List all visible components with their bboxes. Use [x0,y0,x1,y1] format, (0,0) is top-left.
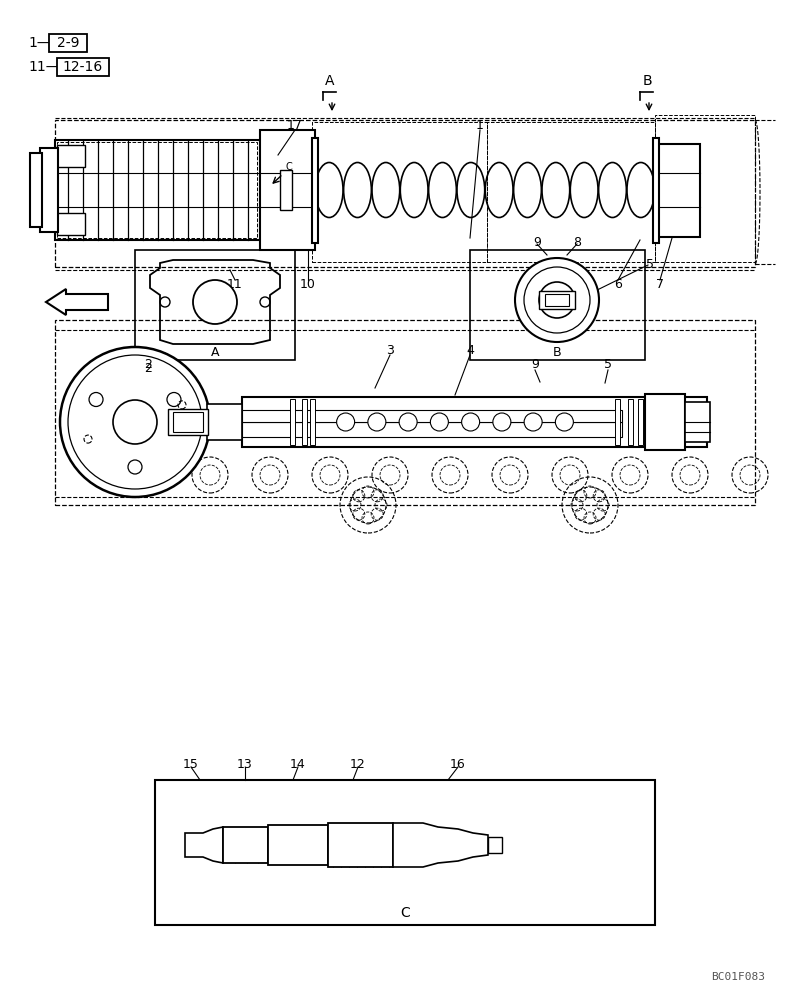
Circle shape [539,282,574,318]
Bar [242,410,621,422]
Text: 11—: 11— [28,60,59,74]
Bar [310,399,315,445]
Bar [155,780,654,925]
Text: 11: 11 [227,278,242,292]
Circle shape [514,258,599,342]
Circle shape [555,413,573,431]
Bar [135,250,294,360]
Bar [328,823,393,867]
Circle shape [367,413,385,431]
Text: 1—: 1— [28,36,50,50]
Text: 16: 16 [449,758,466,772]
Bar [614,399,620,445]
Circle shape [193,280,237,324]
Bar [470,250,644,360]
Bar [260,130,315,250]
Bar [268,825,328,865]
Circle shape [430,413,448,431]
Bar [40,148,58,232]
Text: 15: 15 [182,758,199,772]
Circle shape [337,413,354,431]
Polygon shape [185,827,223,863]
Text: BC01F083: BC01F083 [710,972,764,982]
Bar [57,213,85,235]
Bar [242,422,621,437]
Bar [311,122,487,262]
Text: 2: 2 [144,359,152,371]
Circle shape [113,400,157,444]
Circle shape [492,413,510,431]
Bar [30,153,42,227]
Bar [684,402,709,442]
Text: B: B [642,74,651,88]
Text: C: C [400,906,410,920]
Bar [302,399,307,445]
Circle shape [399,413,417,431]
Text: 9: 9 [532,235,540,248]
Bar [55,140,260,240]
Circle shape [60,347,210,497]
Bar [644,394,684,450]
Circle shape [461,413,479,431]
Bar [290,399,294,445]
Text: B: B [552,347,560,360]
Bar [280,170,292,210]
Text: 12-16: 12-16 [62,60,103,74]
Text: 6: 6 [613,278,621,292]
Text: 5: 5 [603,359,611,371]
Text: 10: 10 [300,278,315,292]
Text: 2-9: 2-9 [57,36,79,50]
Bar [652,138,659,243]
Text: 4: 4 [466,344,474,357]
Text: A: A [325,74,334,88]
Bar [544,294,569,306]
Bar [637,399,642,445]
Bar [55,120,754,267]
Text: 3: 3 [385,344,393,357]
Polygon shape [393,823,487,867]
Text: C: C [285,162,293,172]
Bar [55,320,754,505]
Bar [487,837,501,853]
FancyBboxPatch shape [57,58,109,76]
Text: 13: 13 [237,758,252,772]
Bar [657,144,699,237]
Bar [654,115,754,262]
Text: 9: 9 [530,359,539,371]
Bar [207,404,242,440]
Text: 14: 14 [290,758,306,772]
Bar [487,122,654,262]
Bar [539,291,574,309]
Bar [627,399,633,445]
Bar [242,397,706,447]
Bar [168,409,208,435]
Bar [173,412,203,432]
Text: 7: 7 [655,278,663,292]
Circle shape [523,413,542,431]
Circle shape [523,267,590,333]
FancyArrow shape [46,289,108,315]
Text: A: A [211,347,219,360]
Text: 8: 8 [573,235,581,248]
Text: 1: 1 [475,119,483,132]
Bar [57,142,257,238]
Text: 12: 12 [350,758,366,772]
Bar [311,138,318,243]
Text: 5: 5 [646,258,653,271]
Text: 2: 2 [144,361,152,374]
Bar [57,145,85,167]
Text: 17: 17 [287,119,303,132]
FancyBboxPatch shape [49,34,87,52]
Bar [223,827,268,863]
